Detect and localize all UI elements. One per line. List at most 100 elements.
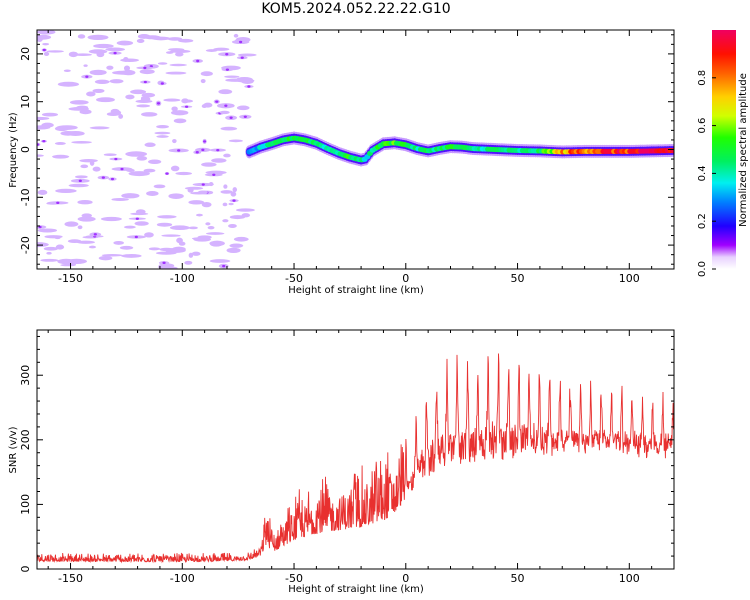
heatmap-noise-blob	[105, 47, 126, 52]
heatmap-noise-blob	[154, 131, 171, 135]
colorbar-label: Normalized spectral amplitude	[738, 73, 749, 227]
heatmap-noise-core	[216, 148, 220, 152]
heatmap-noise-blob	[77, 200, 93, 205]
heatmap-noise-core	[156, 102, 161, 105]
heatmap-noise-blob	[125, 94, 135, 100]
heatmap-noise-blob	[184, 186, 204, 190]
heatmap-noise-blob	[121, 193, 140, 199]
heatmap-noise-core	[225, 53, 229, 56]
heatmap-noise-blob	[148, 247, 161, 251]
heatmap-noise-blob	[130, 89, 147, 95]
heatmap-noise-blob	[37, 228, 58, 233]
heatmap-noise-core	[143, 80, 147, 84]
heatmap-noise-blob	[94, 79, 110, 85]
heatmap-noise-blob	[37, 116, 50, 121]
heatmap-noise-blob	[191, 251, 201, 256]
heatmap-noise-blob	[141, 92, 156, 98]
heatmap-noise-blob	[109, 79, 124, 84]
heatmap-noise-blob	[77, 225, 83, 230]
heatmap-noise-blob	[228, 139, 243, 143]
x-tick-label: 50	[511, 272, 525, 285]
snr-x-label: Height of straight line (km)	[288, 584, 424, 595]
heatmap-noise-blob	[41, 112, 59, 117]
heatmap-x-ticks: -150 -100 -50 0 50 100	[47, 30, 675, 285]
heatmap-noise-blob	[37, 30, 56, 35]
heatmap-noise-blob	[201, 162, 217, 167]
snr-frame	[36, 329, 675, 570]
heatmap-noise-core	[93, 233, 97, 236]
heatmap-noise-blob	[169, 225, 190, 231]
heatmap-noise-blob	[37, 189, 48, 196]
heatmap-noise-blob	[135, 209, 146, 215]
colorbar-tick-label: 0.0	[697, 261, 708, 277]
colorbar	[712, 30, 736, 269]
heatmap-noise-blob	[153, 184, 166, 189]
heatmap-noise-blob	[92, 88, 105, 93]
heatmap-noise-core	[240, 56, 244, 59]
heatmap-noise-blob	[125, 168, 135, 173]
heatmap-noise-core	[56, 201, 60, 205]
colorbar-ticks: 0.0 0.2 0.4 0.6 0.8	[697, 70, 716, 277]
heatmap-noise-blob	[87, 34, 109, 41]
heatmap-noise-blob	[151, 36, 171, 41]
heatmap-noise-blob	[156, 125, 169, 129]
y-tick-label: 200	[19, 429, 32, 450]
y-tick-label: -10	[19, 188, 32, 206]
heatmap-noise-blob	[80, 164, 89, 169]
heatmap-noise-blob	[89, 160, 95, 166]
heatmap-noise-blob	[113, 240, 125, 245]
y-tick-label: 100	[19, 494, 32, 515]
heatmap-noise-blob	[103, 153, 117, 157]
heatmap-noise-blob	[113, 110, 122, 115]
heatmap-noise-core	[215, 100, 219, 103]
heatmap-noise-blob	[175, 171, 193, 176]
heatmap-noise-core	[203, 140, 207, 143]
heatmap-noise-blob	[143, 168, 156, 173]
heatmap-noise-blob	[44, 235, 63, 239]
heatmap-noise-blob	[123, 65, 131, 71]
heatmap-area	[37, 30, 674, 269]
heatmap-noise-blob	[163, 98, 181, 102]
heatmap-noise-blob	[207, 226, 215, 230]
heatmap-noise-blob	[188, 200, 205, 205]
heatmap-noise-blob	[148, 159, 162, 165]
heatmap-noise-blob	[121, 254, 142, 258]
x-tick-label: 100	[619, 272, 640, 285]
heatmap-noise-blob	[175, 52, 184, 57]
heatmap-noise-blob	[93, 43, 114, 49]
heatmap-x-label: Height of straight line (km)	[288, 285, 424, 296]
heatmap-noise-blob	[167, 37, 183, 41]
heatmap-noise-blob	[68, 183, 89, 188]
heatmap-noise-blob	[119, 245, 134, 250]
heatmap-noise-core	[177, 149, 181, 152]
heatmap-noise-blob	[136, 38, 145, 43]
x-tick-label: 0	[402, 572, 409, 585]
heatmap-noise-blob	[222, 219, 229, 223]
heatmap-noise-blob	[196, 213, 203, 217]
heatmap-noise-blob	[37, 34, 52, 40]
heatmap-noise-blob	[57, 81, 80, 87]
heatmap-noise-blob	[172, 138, 177, 144]
heatmap-noise-blob	[96, 97, 115, 103]
heatmap-noise-blob	[77, 34, 86, 39]
snr-y-ticks: 0 100 200 300	[19, 335, 674, 573]
heatmap-noise-blob	[40, 258, 59, 262]
heatmap-noise-blob	[229, 243, 244, 248]
x-tick-label: -50	[285, 572, 303, 585]
heatmap-noise-core	[37, 143, 40, 146]
heatmap-noise-core	[42, 48, 46, 52]
heatmap-noise-blob	[144, 142, 156, 148]
heatmap-noise-blob	[116, 40, 134, 46]
heatmap-noise-blob	[205, 222, 211, 226]
heatmap-noise-core	[160, 82, 164, 85]
heatmap-noise-core	[185, 105, 189, 108]
heatmap-noise-core	[135, 217, 139, 220]
heatmap-noise-blob	[168, 193, 184, 199]
heatmap-noise-blob	[178, 38, 194, 43]
heatmap-noise-blob	[55, 244, 65, 250]
heatmap-noise-blob	[41, 122, 54, 128]
heatmap-noise-blob	[120, 58, 139, 62]
heatmap-noise-blob	[106, 65, 114, 70]
heatmap-noise-blob	[140, 96, 151, 102]
heatmap-noise-core	[134, 235, 138, 239]
